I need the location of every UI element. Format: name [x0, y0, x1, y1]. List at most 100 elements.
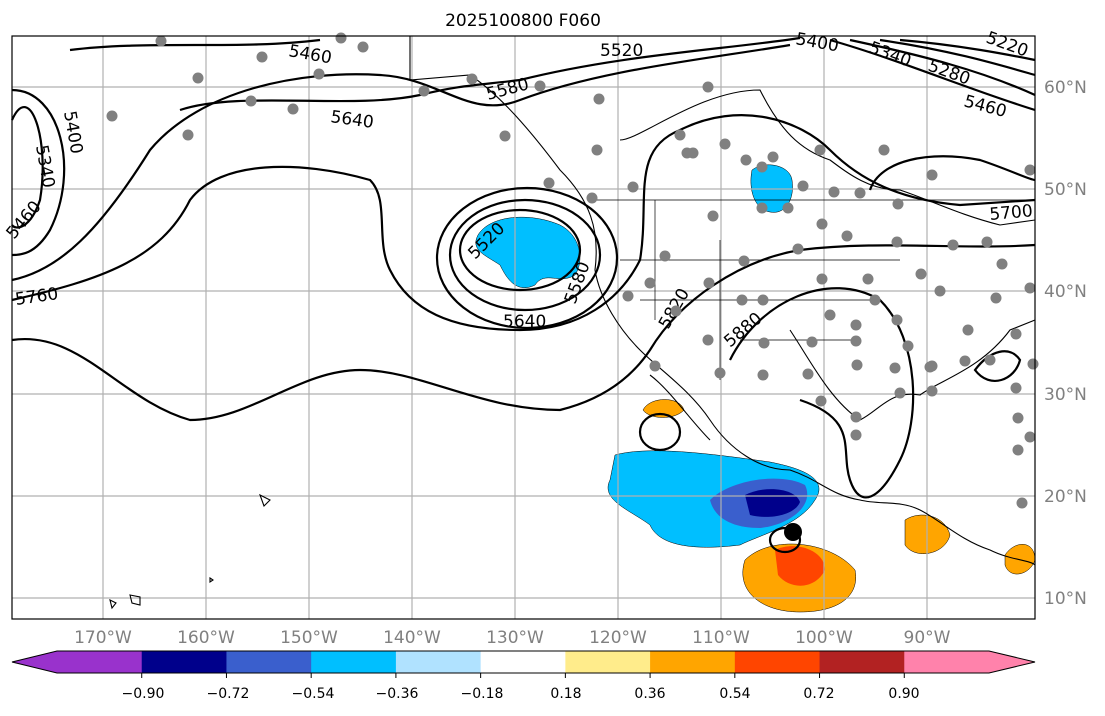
colorbar-tick-label: 0.54: [719, 686, 750, 702]
station-dot: [814, 144, 826, 156]
station-dot: [850, 335, 862, 347]
colorbar-tick-label: −0.18: [461, 686, 504, 702]
station-dot: [816, 273, 828, 285]
station-dot: [649, 360, 661, 372]
station-dot: [256, 51, 268, 63]
station-dot: [593, 93, 605, 105]
station-dot: [850, 319, 862, 331]
station-dot: [797, 180, 809, 192]
station-dot: [740, 154, 752, 166]
colorbar-tick-label: −0.90: [122, 686, 165, 702]
colorbar-extend-high: [989, 651, 1035, 673]
colorbar-segment: [480, 651, 566, 673]
colorbar-outline: [11, 650, 1036, 674]
station-dot: [245, 95, 257, 107]
contour-label: 5700: [989, 201, 1034, 225]
colorbar-tick-labels: −0.90 −0.72 −0.54 −0.36 −0.18 0.18 0.36 …: [122, 686, 920, 702]
station-dot: [878, 144, 890, 156]
lon-label: 150°W: [280, 628, 338, 648]
station-dot: [915, 268, 927, 280]
station-dot: [757, 369, 769, 381]
colorbar-segment: [57, 651, 143, 673]
station-dot: [627, 181, 639, 193]
lon-label: 90°W: [904, 628, 951, 648]
station-dot: [962, 324, 974, 336]
station-dot: [674, 129, 686, 141]
lat-label: 50°N: [1044, 180, 1087, 200]
shade-strong-positive: [775, 546, 825, 586]
station-dot: [357, 41, 369, 53]
contour-label: 5400: [794, 29, 840, 56]
station-dot: [499, 130, 511, 142]
lon-label: 120°W: [589, 628, 647, 648]
station-dot: [782, 202, 794, 214]
lat-label: 40°N: [1044, 282, 1087, 302]
station-dot: [1016, 497, 1028, 509]
colorbar-segment: [395, 651, 482, 673]
contour-label: 5340: [866, 38, 913, 72]
station-dot: [984, 354, 996, 366]
station-dot: [702, 334, 714, 346]
station-dot: [192, 72, 204, 84]
station-dot: [687, 147, 699, 159]
station-dot: [756, 161, 768, 173]
colorbar-tick-label: 0.90: [888, 686, 919, 702]
station-dot: [1027, 358, 1039, 370]
station-markers: [106, 32, 1039, 509]
station-dot: [736, 294, 748, 306]
station-dot: [934, 285, 946, 297]
map-frame: [11, 35, 1036, 620]
station-dot: [756, 202, 768, 214]
station-dot: [869, 294, 881, 306]
station-dot: [534, 80, 546, 92]
station-dot: [591, 144, 603, 156]
shade-positive-caribbean: [1004, 544, 1036, 575]
colorbar-segment: [650, 651, 736, 673]
station-dot: [757, 294, 769, 306]
station-dot: [850, 429, 862, 441]
colorbar-tick-label: −0.36: [376, 686, 419, 702]
station-dot: [990, 292, 1002, 304]
height-contours: [10, 36, 1036, 554]
station-dot: [1010, 382, 1022, 394]
colorbar-segment: [904, 651, 990, 673]
colorbar-segment: [226, 651, 312, 673]
station-dot: [815, 395, 827, 407]
station-dot: [816, 218, 828, 230]
colorbar-tick-label: 0.72: [803, 686, 834, 702]
station-dot: [996, 258, 1008, 270]
station-dot: [767, 151, 779, 163]
station-dot: [891, 314, 903, 326]
station-dot: [758, 337, 770, 349]
storm-center-marker: [784, 523, 802, 541]
station-dot: [586, 192, 598, 204]
station-dot: [1024, 164, 1036, 176]
contour-label: 5460: [962, 92, 1009, 123]
station-dot: [543, 177, 555, 189]
colorbar-tick-label: 0.18: [550, 686, 581, 702]
map-panel: 5460 5520 5400 5220 5280 5340 5580 5460 …: [3, 28, 1039, 620]
station-dot: [182, 129, 194, 141]
colorbar-tick-label: −0.54: [292, 686, 335, 702]
station-dot: [926, 360, 938, 372]
colorbar: [11, 650, 1036, 678]
contour-label: 5640: [503, 312, 546, 332]
contour-label: 5520: [600, 41, 643, 61]
longitude-labels: 170°W 160°W 150°W 140°W 130°W 120°W 110°…: [74, 628, 951, 648]
lon-label: 100°W: [795, 628, 853, 648]
contour-label: 5220: [983, 28, 1030, 62]
colorbar-extend-low: [12, 651, 57, 673]
lat-label: 10°N: [1044, 589, 1087, 609]
lon-label: 170°W: [74, 628, 132, 648]
colorbar-segment: [565, 651, 651, 673]
station-dot: [806, 336, 818, 348]
station-dot: [1010, 328, 1022, 340]
station-dot: [850, 411, 862, 423]
colorbar-tick-label: 0.36: [634, 686, 665, 702]
lon-label: 130°W: [486, 628, 544, 648]
colorbar-tick-label: −0.72: [207, 686, 250, 702]
station-dot: [1012, 412, 1024, 424]
station-dot: [644, 277, 656, 289]
